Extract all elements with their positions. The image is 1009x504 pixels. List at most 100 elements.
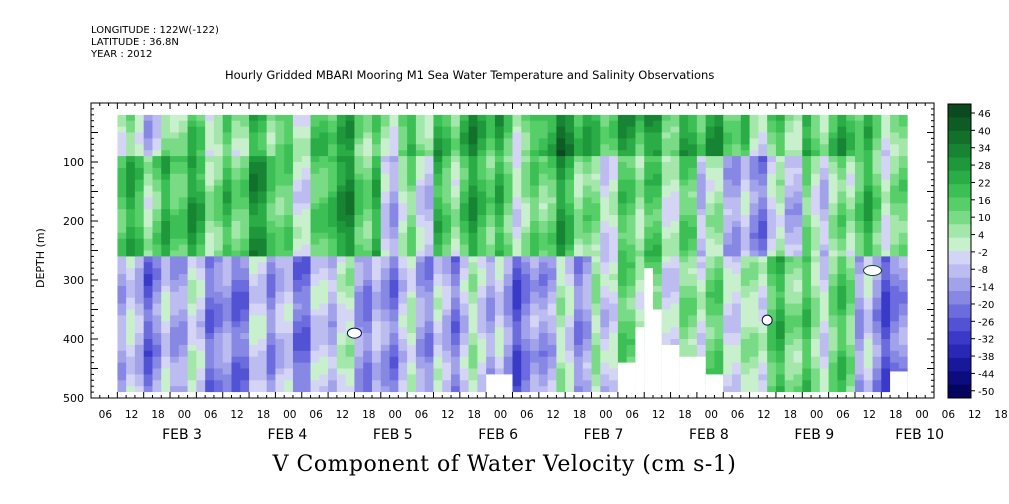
heatmap-cell: [354, 114, 364, 122]
heatmap-cell: [688, 315, 698, 322]
heatmap-cell: [231, 238, 241, 246]
heatmap-cell: [240, 350, 250, 358]
x-hour-tick-label: 12: [863, 409, 876, 421]
heatmap-cell: [573, 191, 584, 198]
heatmap-cell: [890, 167, 900, 175]
heatmap-cell: [213, 244, 224, 252]
heatmap-cell: [740, 156, 751, 163]
heatmap-cell: [310, 280, 320, 287]
heatmap-cell: [802, 315, 812, 322]
heatmap-cell: [170, 114, 180, 122]
heatmap-cell: [775, 120, 786, 128]
heatmap-cell: [538, 232, 549, 240]
heatmap-cell: [196, 114, 206, 122]
heatmap-cell: [556, 173, 566, 181]
heatmap-cell: [143, 333, 154, 340]
heatmap-cell: [881, 297, 891, 305]
heatmap-cell: [890, 138, 900, 145]
heatmap-cell: [240, 203, 250, 210]
heatmap-cell: [170, 256, 180, 263]
heatmap-cell: [881, 238, 891, 246]
heatmap-cell: [819, 179, 830, 187]
heatmap-cell: [336, 344, 347, 352]
heatmap-cell: [679, 226, 689, 234]
heatmap-cell: [890, 285, 900, 293]
heatmap-cell: [161, 244, 171, 252]
heatmap-cell: [459, 315, 470, 322]
heatmap-cell: [679, 309, 689, 316]
heatmap-cell: [670, 333, 680, 340]
heatmap-cell: [591, 268, 601, 275]
heatmap-cell: [354, 350, 364, 358]
x-hour-tick-label: 00: [494, 409, 507, 421]
heatmap-cell: [661, 285, 672, 293]
heatmap-cell: [187, 203, 197, 210]
heatmap-cell: [415, 114, 426, 122]
heatmap-cell: [582, 144, 593, 151]
heatmap-cell: [723, 244, 733, 252]
heatmap-cell: [310, 321, 320, 328]
heatmap-cell: [749, 191, 759, 198]
heatmap-cell: [679, 274, 689, 281]
heatmap-cell: [231, 386, 241, 393]
heatmap-cell: [530, 344, 540, 352]
heatmap-cell: [407, 244, 417, 252]
heatmap-cell: [784, 185, 795, 193]
heatmap-cell: [758, 191, 768, 198]
heatmap-cell: [784, 250, 795, 257]
heatmap-cell: [740, 262, 751, 269]
heatmap-cell: [573, 362, 584, 370]
heatmap-cell: [275, 156, 285, 163]
heatmap-cell: [328, 191, 338, 198]
heatmap-cell: [143, 250, 154, 257]
heatmap-cell: [161, 380, 171, 387]
heatmap-cell: [872, 144, 882, 151]
heatmap-cell: [486, 344, 496, 352]
heatmap-cell: [696, 291, 707, 299]
heatmap-cell: [178, 297, 189, 305]
heatmap-cell: [249, 162, 259, 169]
heatmap-cell: [749, 250, 759, 257]
heatmap-cell: [310, 285, 320, 293]
heatmap-cell: [881, 120, 891, 128]
heatmap-cell: [503, 167, 514, 175]
heatmap-cell: [240, 120, 250, 128]
heatmap-cell: [319, 167, 329, 175]
heatmap-cell: [802, 226, 812, 234]
heatmap-cell: [828, 162, 839, 169]
heatmap-cell: [134, 138, 145, 145]
heatmap-cell: [714, 150, 724, 157]
heatmap-cell: [126, 321, 136, 328]
heatmap-cell: [415, 333, 426, 340]
heatmap-cell: [117, 280, 127, 287]
heatmap-cell: [407, 309, 417, 316]
heatmap-cell: [661, 209, 672, 216]
heatmap-cell: [205, 315, 215, 322]
heatmap-cell: [240, 256, 250, 263]
heatmap-cell: [521, 339, 531, 346]
heatmap-cell: [459, 167, 470, 175]
heatmap-cell: [152, 356, 162, 364]
heatmap-cell: [723, 297, 733, 305]
heatmap-cell: [723, 114, 733, 122]
heatmap-cell: [635, 156, 645, 163]
heatmap-cell: [284, 386, 294, 393]
heatmap-cell: [398, 185, 408, 193]
heatmap-cell: [389, 185, 399, 193]
heatmap-cell: [257, 262, 268, 269]
heatmap-cell: [433, 297, 443, 305]
heatmap-cell: [363, 374, 373, 381]
heatmap-cell: [161, 262, 171, 269]
heatmap-cell: [688, 327, 698, 334]
heatmap-cell: [591, 350, 601, 358]
heatmap-cell: [205, 268, 215, 275]
heatmap-cell: [389, 173, 399, 181]
heatmap-cell: [126, 167, 136, 175]
heatmap-cell: [354, 209, 364, 216]
heatmap-cell: [249, 268, 259, 275]
heatmap-cell: [582, 221, 593, 228]
heatmap-cell: [257, 215, 268, 222]
heatmap-cell: [319, 197, 329, 204]
heatmap-cell: [222, 250, 233, 257]
heatmap-cell: [301, 333, 312, 340]
